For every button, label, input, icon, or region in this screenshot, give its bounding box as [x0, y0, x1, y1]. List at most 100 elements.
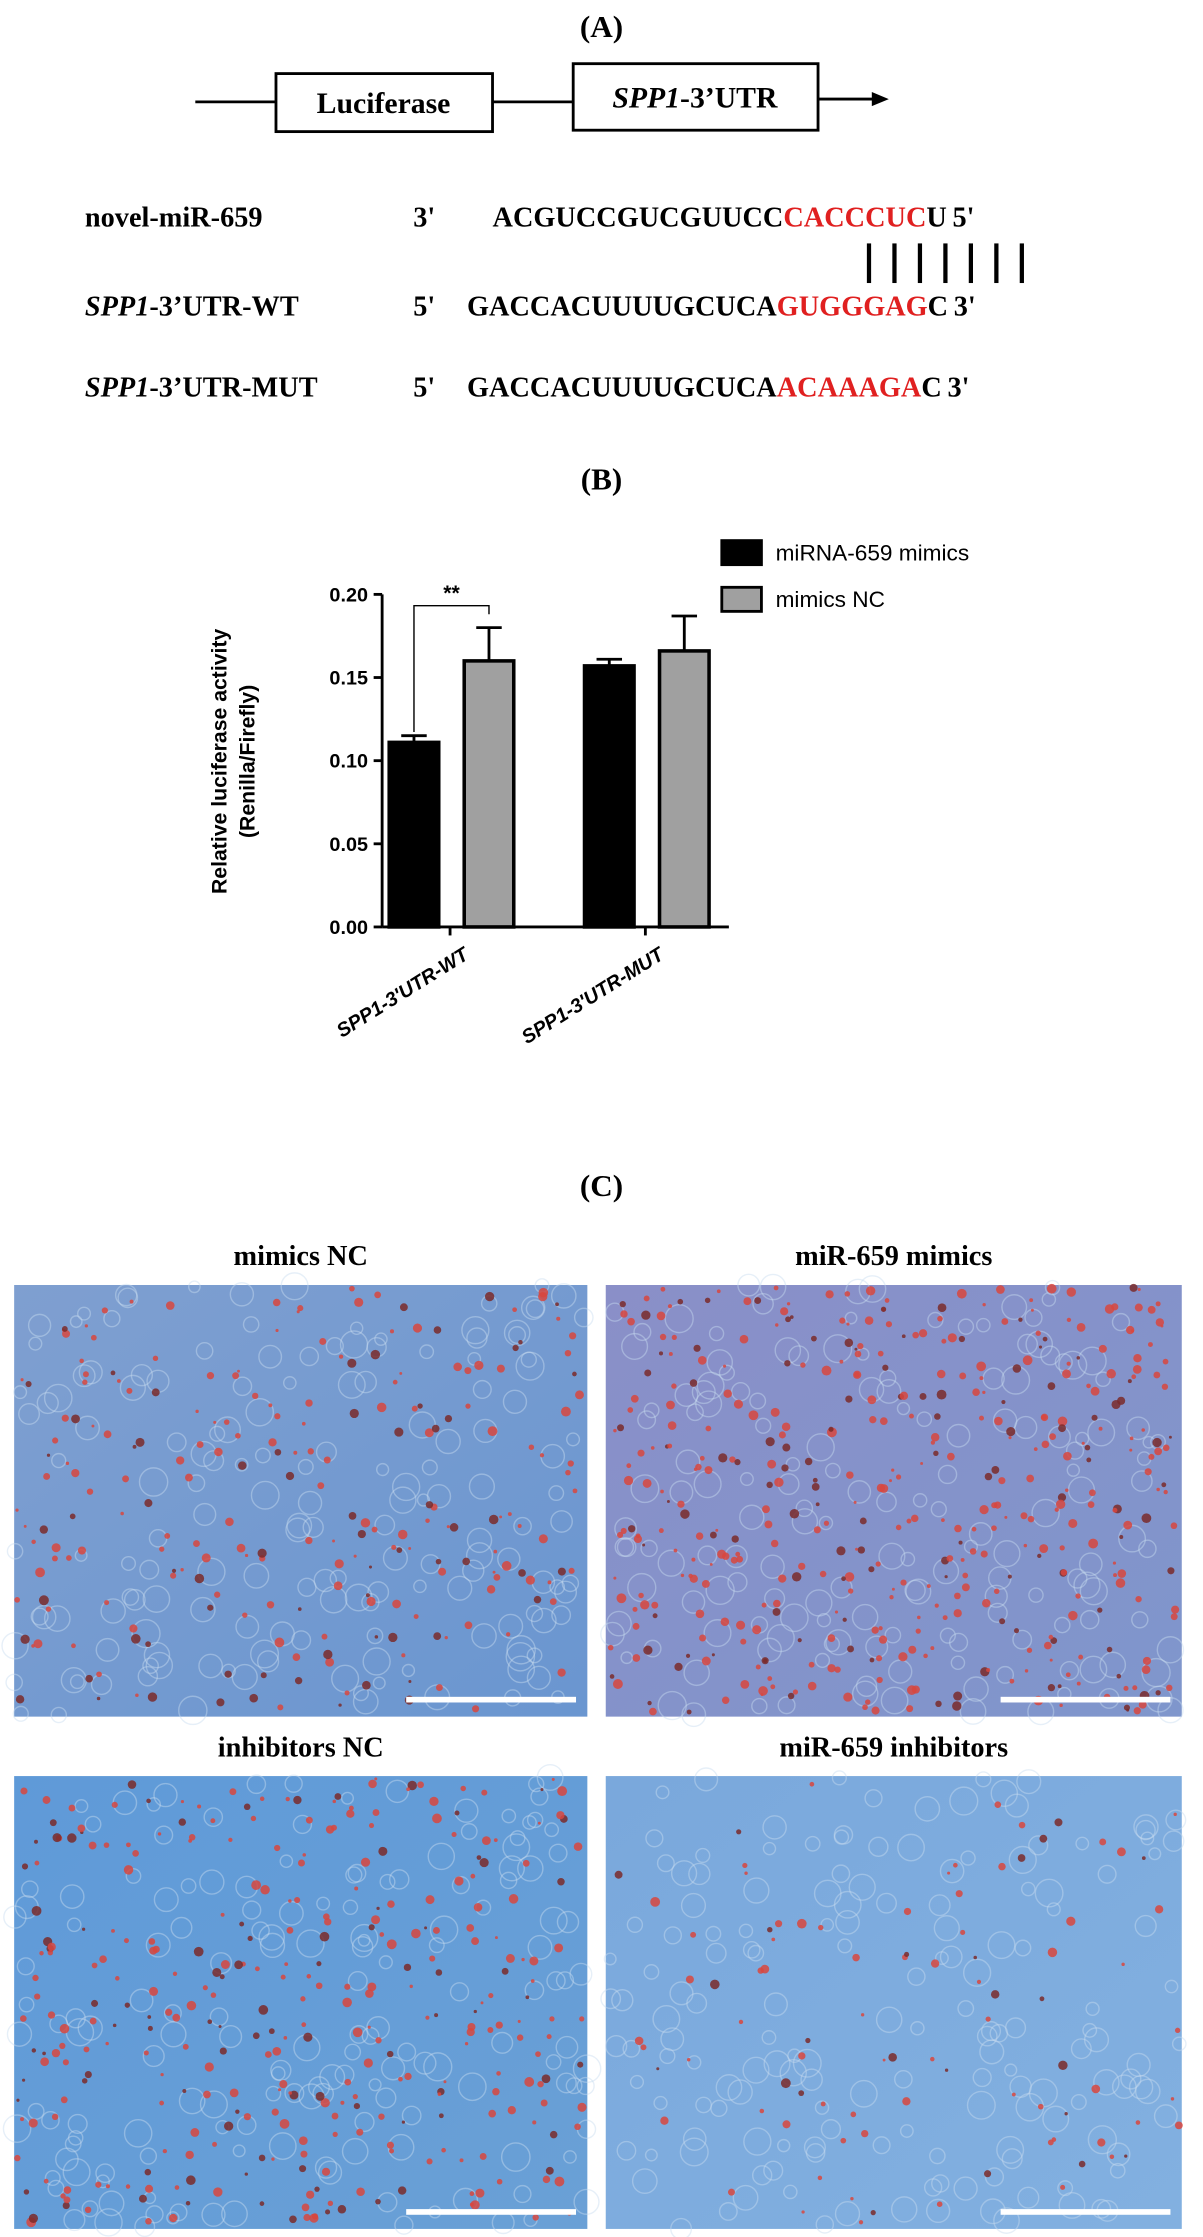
- lipid-droplet: [691, 1557, 696, 1562]
- cell-outline: [178, 2087, 206, 2115]
- cell-outline: [27, 2102, 45, 2120]
- lipid-droplet: [690, 1931, 697, 1938]
- cell-outline: [737, 1273, 761, 1297]
- cell-outline: [823, 1334, 853, 1364]
- sequence-name: novel-miR-659: [85, 202, 263, 233]
- lipid-droplet: [671, 1334, 677, 1340]
- lipid-droplet: [699, 1634, 707, 1642]
- lipid-droplet: [685, 1653, 691, 1658]
- cell-outline: [959, 1698, 987, 1725]
- lipid-droplet: [334, 1559, 344, 1569]
- lipid-droplet: [96, 1671, 102, 1678]
- cell-outline: [755, 1417, 772, 1434]
- lipid-droplet: [775, 1323, 779, 1327]
- cell-outline: [708, 1325, 725, 1342]
- cell-outline: [830, 1576, 853, 1599]
- lipid-droplet: [91, 1999, 99, 2007]
- lipid-droplet: [811, 1482, 820, 1491]
- cell-outline: [66, 1917, 82, 1933]
- cell-outline: [777, 2138, 791, 2153]
- lipid-droplet: [131, 1634, 141, 1644]
- lipid-droplet: [388, 1632, 398, 1643]
- cell-outline: [286, 1512, 313, 1539]
- lipid-droplet: [268, 1403, 273, 1408]
- lipid-droplet: [944, 1575, 948, 1579]
- cell-outline: [844, 1311, 858, 1325]
- cell-outline: [825, 1629, 852, 1656]
- cell-outline: [691, 1380, 716, 1405]
- cell-outline: [142, 1657, 159, 1675]
- cell-outline: [520, 1351, 537, 1368]
- lipid-droplet: [171, 1568, 177, 1573]
- lipid-droplet: [798, 2090, 805, 2097]
- cell-outline: [163, 2004, 182, 2023]
- lipid-droplet: [736, 1829, 742, 1835]
- lipid-droplet: [617, 1424, 625, 1432]
- lipid-droplet: [375, 2037, 382, 2044]
- cell-outline: [1, 1631, 29, 1660]
- lipid-droplet: [972, 1388, 980, 1397]
- lipid-droplet: [301, 2022, 307, 2028]
- lipid-droplet: [164, 1533, 171, 1539]
- cell-outline: [565, 2077, 583, 2095]
- lipid-droplet: [637, 1449, 645, 1457]
- cell-outline: [614, 1517, 637, 1540]
- lipid-droplet: [771, 1937, 776, 1942]
- cell-outline: [397, 2042, 417, 2062]
- cell-outline: [146, 1797, 161, 1812]
- lipid-droplet: [941, 1518, 945, 1522]
- cell-outline: [526, 1647, 543, 1664]
- lipid-droplet: [299, 2165, 307, 2173]
- lipid-droplet: [723, 1389, 732, 1398]
- lipid-droplet: [991, 1465, 1000, 1474]
- lipid-droplet: [435, 1684, 443, 1691]
- lipid-droplet: [437, 2092, 442, 2096]
- lipid-droplet: [28, 2118, 38, 2128]
- cell-outline: [962, 1958, 992, 1987]
- lipid-droplet: [854, 1372, 860, 1378]
- cell-outline: [229, 1282, 255, 1307]
- cell-outline: [214, 1416, 241, 1444]
- lipid-droplet: [386, 2050, 394, 2058]
- lipid-droplet: [496, 2071, 501, 2076]
- lipid-droplet: [843, 1692, 853, 1702]
- lipid-droplet: [533, 1595, 542, 1604]
- cell-outline: [507, 1655, 536, 1684]
- cell-outline: [659, 2048, 676, 2065]
- lipid-droplet: [47, 2011, 56, 2019]
- cell-outline: [498, 1613, 524, 1639]
- lipid-droplet: [286, 1926, 294, 1934]
- lipid-droplet: [709, 1562, 713, 1566]
- cell-outline: [855, 1675, 878, 1698]
- lipid-droplet: [1064, 2112, 1068, 2116]
- lipid-droplet: [903, 1907, 912, 1916]
- cell-outline: [153, 1782, 178, 1808]
- lipid-droplet: [159, 1546, 165, 1552]
- lipid-droplet: [1142, 1656, 1152, 1665]
- cell-outline: [645, 1829, 664, 1848]
- lipid-droplet: [244, 1553, 249, 1558]
- lipid-droplet: [909, 1413, 914, 1419]
- cell-outline: [12, 1705, 29, 1722]
- lipid-droplet: [947, 1333, 957, 1343]
- cell-outline: [546, 1971, 566, 1991]
- sequence: GACCACUUUUGCUCAGUGGGAGC 3': [467, 292, 976, 323]
- lipid-droplet: [858, 2220, 864, 2225]
- lipid-droplet: [123, 1938, 129, 1944]
- lipid-droplet: [1091, 1414, 1098, 1421]
- lipid-droplet: [521, 1957, 525, 1962]
- sequence-part: C: [921, 372, 941, 403]
- lipid-droplet: [90, 1334, 97, 1341]
- cell-outline: [896, 1401, 911, 1416]
- cell-outline: [914, 1795, 941, 1822]
- lipid-droplet: [258, 2154, 266, 2162]
- lipid-droplet: [911, 1685, 920, 1694]
- lipid-droplet: [688, 1573, 693, 1579]
- cell-outline: [250, 1480, 280, 1510]
- cell-outline: [937, 1464, 958, 1485]
- lipid-droplet: [667, 1304, 673, 1309]
- lipid-droplet: [879, 1484, 889, 1493]
- lipid-droplet: [627, 1317, 635, 1326]
